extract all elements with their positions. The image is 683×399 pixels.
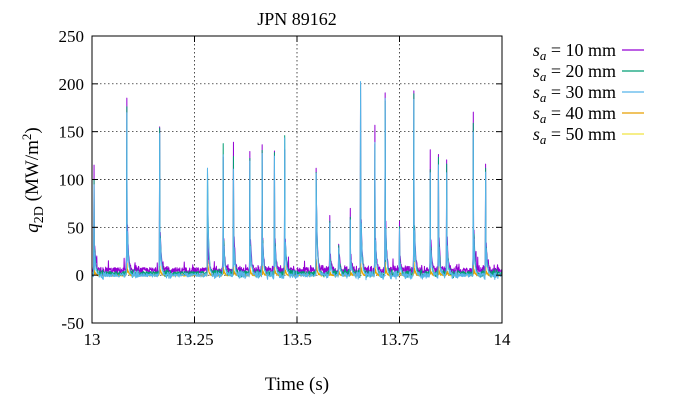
legend-label: sa = 50 mm <box>533 124 616 147</box>
y-axis-label-unit: (MW/m <box>22 140 43 206</box>
plot-area <box>91 80 503 281</box>
x-axis-label: Time (s) <box>265 374 329 395</box>
x-axis: 13 13.25 13.5 13.75 14 <box>84 36 512 349</box>
y-axis-label-unit-close: ) <box>22 127 43 133</box>
y-axis-label-unit-sup: 2 <box>19 134 34 141</box>
series-line-3 <box>91 80 503 281</box>
legend-label: sa = 10 mm <box>533 40 616 63</box>
y-tick-label: -50 <box>61 314 84 333</box>
chart-title: JPN 89162 <box>257 9 337 29</box>
y-axis-label-subscript: 2D <box>32 206 47 223</box>
y-tick-label: 0 <box>76 266 85 285</box>
legend-label: sa = 40 mm <box>533 103 616 126</box>
x-tick-label: 13.5 <box>282 330 312 349</box>
y-tick-label: 100 <box>59 171 85 190</box>
x-tick-label: 13.75 <box>380 330 418 349</box>
x-tick-label: 14 <box>494 330 512 349</box>
legend-label: sa = 20 mm <box>533 61 616 84</box>
y-axis-label-symbol: q <box>22 223 43 233</box>
legend-label: sa = 30 mm <box>533 82 616 105</box>
x-tick-label: 13 <box>84 330 101 349</box>
grid <box>92 36 502 323</box>
y-tick-label: 150 <box>59 123 85 142</box>
y-tick-label: 200 <box>59 75 85 94</box>
x-tick-label: 13.25 <box>175 330 213 349</box>
y-tick-label: 50 <box>67 218 84 237</box>
y-tick-label: 250 <box>59 27 85 46</box>
y-axis-label: q2D (MW/m2) <box>19 127 47 232</box>
y-axis: -50 0 50 100 150 200 250 <box>59 27 502 333</box>
